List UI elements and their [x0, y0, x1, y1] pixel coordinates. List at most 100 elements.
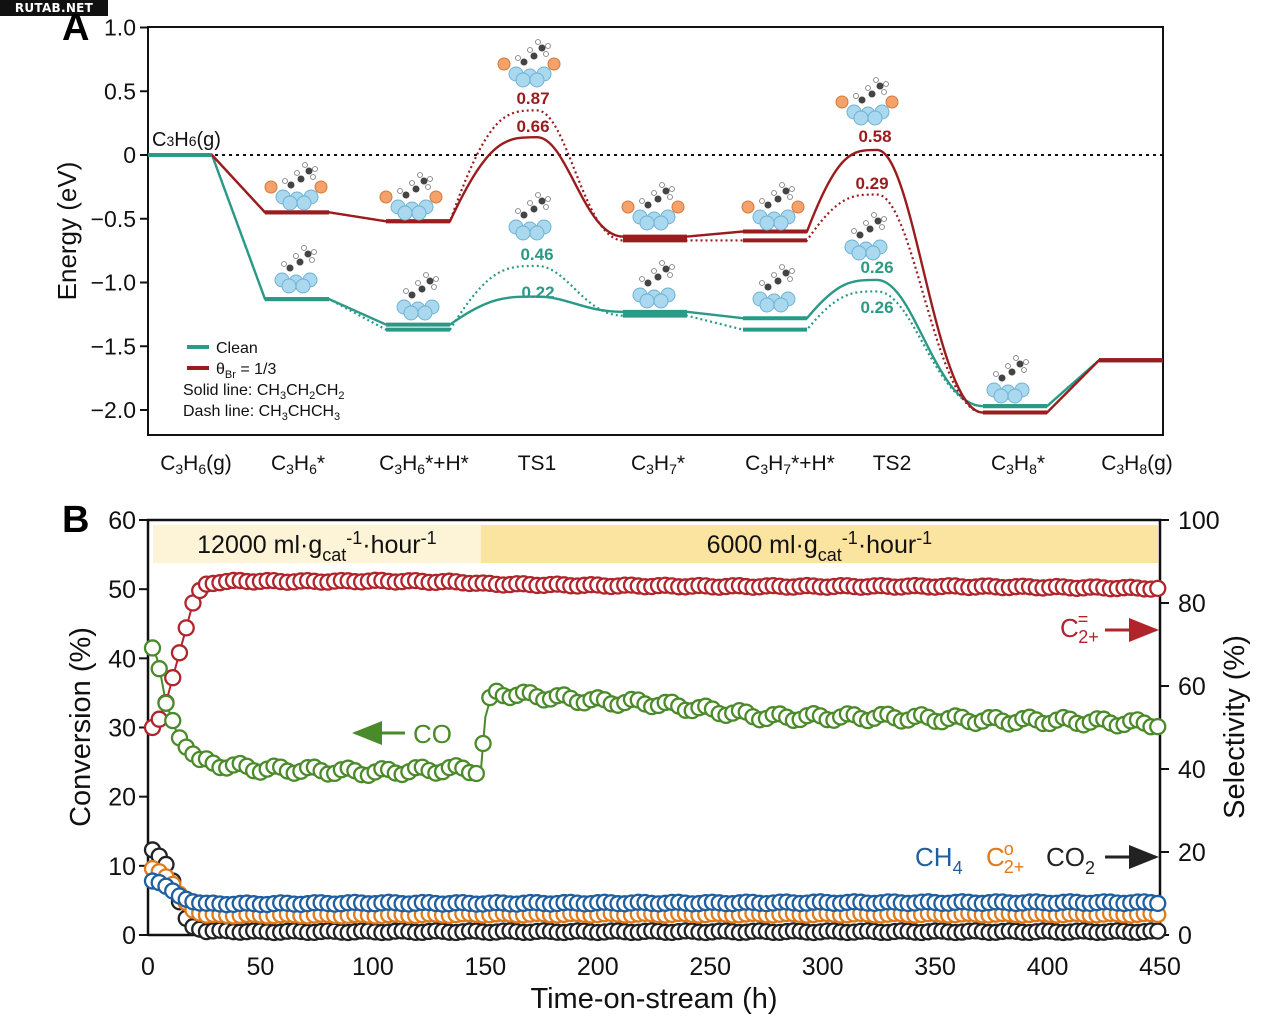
hydrogen-atom [433, 276, 439, 282]
metal-atom [759, 215, 775, 231]
series-ch4-selectivity [143, 872, 1167, 914]
adsorbate-structure-icon [396, 272, 440, 321]
hydrogen-atom [545, 43, 551, 49]
hydrogen-atom [281, 261, 287, 267]
hydrogen-atom [759, 280, 765, 286]
metal-atom [773, 215, 789, 231]
data-point [143, 639, 162, 657]
hydrogen-atom [310, 174, 316, 180]
data-point [150, 660, 168, 678]
bromine-atom [429, 190, 443, 204]
hydrogen-atom [397, 188, 403, 194]
adsorbate-structure-icon [844, 212, 888, 261]
barrier-label: 0.87 [516, 89, 549, 108]
data-point [474, 734, 492, 753]
y-tick-label: −1.0 [91, 270, 136, 296]
hydrogen-atom [669, 186, 675, 192]
metal-atom [1007, 388, 1023, 404]
bromine-atom [264, 180, 278, 194]
x-tick-label: 100 [352, 953, 394, 981]
carbon-atom [774, 277, 782, 285]
carbon-atom [654, 195, 662, 203]
hydrogen-atom [651, 268, 657, 274]
x-tick-label: 150 [464, 953, 506, 981]
hydrogen-atom [543, 204, 549, 210]
hydrogen-atom [667, 194, 673, 200]
hydrogen-atom [1023, 359, 1029, 365]
hydrogen-atom [311, 249, 317, 255]
category-label: C3H7*+H* [745, 452, 835, 477]
y-tick-label: 0.5 [104, 78, 136, 104]
y-tick-label: 30 [108, 715, 136, 743]
bromine-atom [379, 190, 393, 204]
carbon-atom [426, 277, 434, 285]
y-tick-label: −1.5 [91, 333, 136, 359]
carbon-atom [868, 90, 876, 98]
carbon-atom [1008, 368, 1016, 376]
y2-tick-label: 20 [1178, 839, 1206, 867]
space-velocity-band [480, 525, 1158, 563]
barrier-label: 0.66 [516, 117, 549, 136]
panel-a-energy-diagram: 1.0 0.5 0 −0.5 −1.0 −1.5 −2.0 Energy (eV) C3H6(g… [52, 15, 1173, 478]
hydrogen-atom [545, 196, 551, 202]
y-tick-label: 20 [108, 784, 136, 812]
barrier-label: 0.22 [521, 283, 554, 302]
metal-atom [993, 388, 1009, 404]
data-point [1149, 894, 1167, 913]
y-axis-label: Conversion (%) [65, 627, 97, 827]
hydrogen-atom [659, 260, 665, 266]
hydrogen-atom [535, 192, 541, 198]
carbon-atom [764, 201, 772, 209]
category-label: TS1 [518, 452, 557, 475]
x-tick-label: 0 [141, 953, 155, 981]
adsorbate-structure-icon [274, 245, 318, 294]
plot-frame-a [147, 26, 1164, 436]
hydrogen-atom [515, 55, 521, 61]
data-point [170, 644, 189, 662]
c2-paraffin-annotation: Co 2+ [986, 839, 1024, 877]
y2-tick-label: 80 [1178, 590, 1206, 618]
metal-atom [515, 72, 531, 88]
hydrogen-atom [787, 276, 793, 282]
y-axis-label: Energy (eV) [52, 162, 82, 301]
metal-atom [529, 225, 545, 241]
hydrogen-atom [879, 224, 885, 230]
energy-path-4 [148, 109, 1163, 414]
metal-atom [529, 72, 545, 88]
x-tick-label: 400 [1027, 953, 1069, 981]
y-tick-label: −0.5 [91, 206, 136, 232]
series-co-conversion [143, 639, 1167, 785]
bromine-atom [314, 180, 328, 194]
panel-label-a: A [62, 7, 89, 49]
y2-tick-label: 0 [1178, 922, 1192, 950]
adsorbate-structure-icon [264, 162, 328, 211]
carbon-atom [286, 264, 294, 272]
hydrogen-atom [543, 51, 549, 57]
adsorbate-structure-icon [508, 192, 552, 241]
y-tick-label: 40 [108, 645, 136, 673]
hydrogen-atom [312, 166, 318, 172]
carbon-atom [662, 265, 670, 273]
y-tick-label: 1.0 [104, 15, 136, 41]
bromine-atom [885, 95, 899, 109]
metal-atom [639, 215, 655, 231]
x-axis-label: Time-on-stream (h) [530, 983, 777, 1015]
metal-atom [639, 293, 655, 309]
carbon-atom [538, 44, 546, 52]
y2-tick-label: 100 [1178, 507, 1220, 535]
carbon-atom [287, 181, 295, 189]
hydrogen-atom [871, 212, 877, 218]
adsorbate-structure-icon [379, 172, 443, 221]
carbon-atom [662, 187, 670, 195]
carbon-atom [1016, 360, 1024, 368]
data-point [164, 669, 182, 687]
co2-annotation: CO2 [1046, 842, 1095, 878]
carbon-atom [408, 291, 416, 299]
metal-atom [411, 205, 427, 221]
y2-axis-label: Selectivity (%) [1219, 635, 1251, 819]
category-label: C3H8* [991, 452, 1045, 477]
metal-atom [295, 278, 311, 294]
metal-atom [281, 278, 297, 294]
